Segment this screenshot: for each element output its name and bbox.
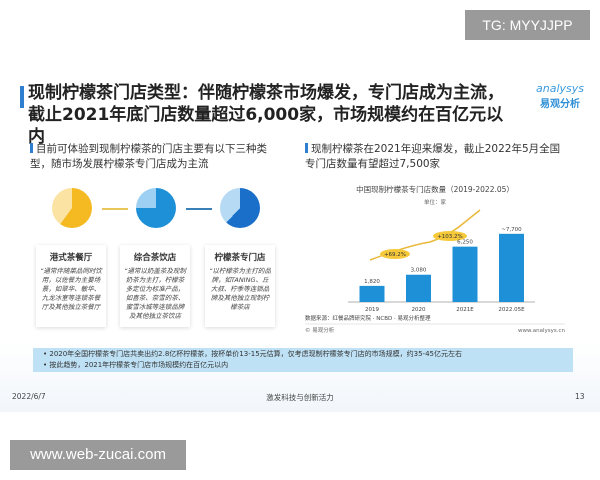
x-tick-label: 2020: [412, 307, 426, 313]
slide: 现制柠檬茶门店类型：伴随柠檬茶市场爆发，专门店成为主流， 截止2021年底门店数…: [0, 62, 600, 412]
data-label: ~7,700: [501, 227, 522, 233]
chart-website: www.analysys.cn: [518, 328, 566, 334]
footer-slogan: 激发科技与创新活力: [266, 393, 334, 402]
data-label: 1,820: [364, 279, 380, 285]
chart-copyright: © 易观分析: [305, 326, 335, 334]
left-subtitle: 目前可体验到现制柠檬茶的门店主要有以下三种类型，随市场发展柠檬茶专门店成为主流: [30, 143, 267, 170]
bar: [499, 233, 524, 302]
growth-label: +69.2%: [384, 252, 406, 258]
title-accent: [20, 86, 24, 108]
slide-title: 现制柠檬茶门店类型：伴随柠檬茶市场爆发，专门店成为主流， 截止2021年底门店数…: [28, 82, 508, 148]
bar: [452, 246, 478, 302]
watermark-bottom: www.web-zucai.com: [10, 440, 186, 470]
growth-badge: [433, 231, 467, 241]
chart-source: 数据来源：红餐品牌研究院 · NCBD · 易观分析整理: [305, 314, 431, 322]
data-label: 3,080: [411, 268, 427, 274]
bar: [359, 285, 385, 302]
data-label: 6,250: [457, 240, 473, 246]
title-line-2: 截止2021年底门店数量超过6,000家，市场规模约在百亿元以内: [28, 105, 504, 147]
bar: [406, 274, 431, 302]
pie-icon-lemon-tea-shop: [220, 188, 260, 228]
pie-icon-tea-shop: [136, 188, 176, 228]
growth-badge: [380, 249, 410, 259]
note-item: • 2020年全国柠檬茶专门店共卖出约2.8亿杯柠檬茶，按杯单价13-15元估算…: [43, 350, 462, 358]
chart-unit: 单位：家: [424, 198, 447, 206]
arrow-icon: [102, 208, 128, 210]
x-tick-label: 2021E: [456, 307, 474, 313]
summary-note-box: • 2020年全国柠檬茶专门店共卖出约2.8亿杯柠檬茶，按杯单价13-15元估算…: [33, 348, 573, 372]
right-subtitle: 现制柠檬茶在2021年迎来爆发，截止2022年5月全国专门店数量有望超过7,50…: [305, 143, 561, 170]
pie-icon-hk-cafe: [52, 188, 92, 228]
type-card: 港式茶餐厅 “通常伴随菜品同时饮用，以佐餐为主要场景，如翠华、敏华、九龙冰室等连…: [36, 245, 106, 327]
x-tick-label: 2019: [365, 307, 379, 313]
watermark-top: TG: MYYJJPP: [465, 10, 590, 40]
type-card: 综合茶饮店 “通常以奶盖茶及现制奶茶为主打，柠檬茶多定位为标准产品，如喜茶、奈雪…: [120, 245, 190, 327]
arrow-icon: [186, 208, 212, 210]
chart-title: 中国现制柠檬茶专门店数量（2019-2022.05）: [356, 184, 514, 194]
footer-date: 2022/6/7: [12, 392, 46, 401]
store-count-chart: 中国现制柠檬茶专门店数量（2019-2022.05） 单位：家 +69.2% +…: [305, 184, 566, 334]
x-tick-label: 2022.05E: [498, 307, 525, 313]
analysys-logo: analysys 易观分析: [536, 82, 584, 110]
note-item: • 按此趋势，2021年柠檬茶专门店市场规模约在百亿元以内: [43, 361, 229, 369]
title-line-1: 现制柠檬茶门店类型：伴随柠檬茶市场爆发，专门店成为主流，: [28, 83, 504, 103]
growth-label: +103.2%: [437, 234, 463, 240]
page-number: 13: [575, 392, 585, 401]
type-card: 柠檬茶专门店 “以柠檬茶为主打的品牌，如TANING、丘大叔、柠季等连锁品牌及其…: [205, 245, 275, 327]
